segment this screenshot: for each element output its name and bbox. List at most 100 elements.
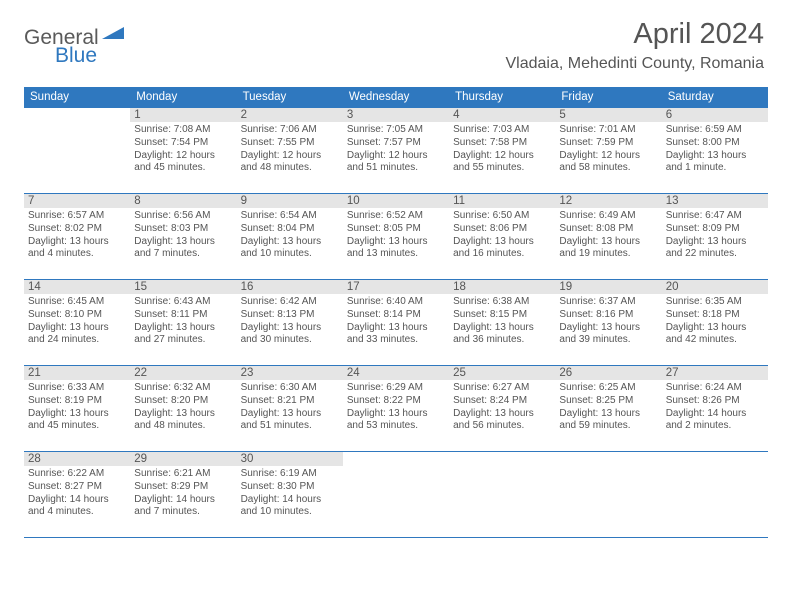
day-number: 24 — [343, 366, 449, 380]
day-number: 14 — [24, 280, 130, 294]
calendar-cell: 4 Sunrise: 7:03 AMSunset: 7:58 PMDaylight… — [449, 108, 555, 194]
weekday-header: Sunday — [24, 87, 130, 108]
day-number: 26 — [555, 366, 661, 380]
calendar-cell: 24 Sunrise: 6:29 AMSunset: 8:22 PMDayligh… — [343, 366, 449, 452]
calendar-cell: 22Sunrise: 6:32 AMSunset: 8:20 PMDayligh… — [130, 366, 236, 452]
day-details: Sunrise: 6:37 AMSunset: 8:16 PMDaylight:… — [559, 296, 657, 347]
calendar-cell — [449, 452, 555, 538]
day-number: 27 — [662, 366, 768, 380]
calendar-cell: 6 Sunrise: 6:59 AMSunset: 8:00 PMDaylight… — [662, 108, 768, 194]
calendar-cell: 16Sunrise: 6:42 AMSunset: 8:13 PMDayligh… — [237, 280, 343, 366]
calendar-row: 28 Sunrise: 6:22 AMSunset: 8:27 PMDayligh… — [24, 452, 768, 538]
calendar-cell: 30 Sunrise: 6:19 AMSunset: 8:30 PMDayligh… — [237, 452, 343, 538]
weekday-header: Saturday — [662, 87, 768, 108]
day-number: 19 — [555, 280, 661, 294]
day-details: Sunrise: 6:27 AMSunset: 8:24 PMDaylight:… — [453, 382, 551, 433]
calendar-cell: 26 Sunrise: 6:25 AMSunset: 8:25 PMDayligh… — [555, 366, 661, 452]
day-number: 17 — [343, 280, 449, 294]
calendar-cell: 17Sunrise: 6:40 AMSunset: 8:14 PMDayligh… — [343, 280, 449, 366]
calendar-cell — [662, 452, 768, 538]
day-details: Sunrise: 7:06 AMSunset: 7:55 PMDaylight:… — [241, 124, 339, 175]
day-details: Sunrise: 6:50 AMSunset: 8:06 PMDaylight:… — [453, 210, 551, 261]
day-number: 10 — [343, 194, 449, 208]
day-number: 8 — [130, 194, 236, 208]
day-details: Sunrise: 6:24 AMSunset: 8:26 PMDaylight:… — [666, 382, 764, 433]
day-details: Sunrise: 6:29 AMSunset: 8:22 PMDaylight:… — [347, 382, 445, 433]
day-details: Sunrise: 6:19 AMSunset: 8:30 PMDaylight:… — [241, 468, 339, 519]
day-number: 2 — [237, 108, 343, 122]
calendar-cell: 3 Sunrise: 7:05 AMSunset: 7:57 PMDaylight… — [343, 108, 449, 194]
day-details: Sunrise: 6:49 AMSunset: 8:08 PMDaylight:… — [559, 210, 657, 261]
day-number: 7 — [24, 194, 130, 208]
day-details: Sunrise: 6:45 AMSunset: 8:10 PMDaylight:… — [28, 296, 126, 347]
day-details: Sunrise: 7:03 AMSunset: 7:58 PMDaylight:… — [453, 124, 551, 175]
calendar-cell: 29Sunrise: 6:21 AMSunset: 8:29 PMDayligh… — [130, 452, 236, 538]
brand-triangle-icon — [102, 25, 124, 46]
day-number: 13 — [662, 194, 768, 208]
day-number: 6 — [662, 108, 768, 122]
calendar-cell: 8 Sunrise: 6:56 AMSunset: 8:03 PMDaylight… — [130, 194, 236, 280]
calendar-cell: 20Sunrise: 6:35 AMSunset: 8:18 PMDayligh… — [662, 280, 768, 366]
calendar-row: 7 Sunrise: 6:57 AMSunset: 8:02 PMDaylight… — [24, 194, 768, 280]
calendar-cell: 21 Sunrise: 6:33 AMSunset: 8:19 PMDayligh… — [24, 366, 130, 452]
calendar-cell: 13 Sunrise: 6:47 AMSunset: 8:09 PMDayligh… — [662, 194, 768, 280]
weekday-header: Friday — [555, 87, 661, 108]
calendar-row: 21 Sunrise: 6:33 AMSunset: 8:19 PMDayligh… — [24, 366, 768, 452]
page-header: General Blue April 2024 Vladaia, Mehedin… — [0, 0, 792, 79]
weekday-header: Thursday — [449, 87, 555, 108]
calendar-cell — [343, 452, 449, 538]
calendar-cell: 11 Sunrise: 6:50 AMSunset: 8:06 PMDayligh… — [449, 194, 555, 280]
calendar-cell: 19 Sunrise: 6:37 AMSunset: 8:16 PMDayligh… — [555, 280, 661, 366]
day-details: Sunrise: 6:33 AMSunset: 8:19 PMDaylight:… — [28, 382, 126, 433]
calendar-cell: 10Sunrise: 6:52 AMSunset: 8:05 PMDayligh… — [343, 194, 449, 280]
title-block: April 2024 Vladaia, Mehedinti County, Ro… — [505, 18, 764, 73]
day-number: 15 — [130, 280, 236, 294]
calendar-table: Sunday Monday Tuesday Wednesday Thursday… — [24, 87, 768, 538]
day-details: Sunrise: 6:56 AMSunset: 8:03 PMDaylight:… — [134, 210, 232, 261]
day-number: 28 — [24, 452, 130, 466]
day-details: Sunrise: 6:30 AMSunset: 8:21 PMDaylight:… — [241, 382, 339, 433]
weekday-header-row: Sunday Monday Tuesday Wednesday Thursday… — [24, 87, 768, 108]
day-number: 30 — [237, 452, 343, 466]
day-number: 18 — [449, 280, 555, 294]
calendar-row: 14 Sunrise: 6:45 AMSunset: 8:10 PMDayligh… — [24, 280, 768, 366]
calendar-cell: 5Sunrise: 7:01 AMSunset: 7:59 PMDaylight… — [555, 108, 661, 194]
day-number: 25 — [449, 366, 555, 380]
day-details: Sunrise: 7:08 AMSunset: 7:54 PMDaylight:… — [134, 124, 232, 175]
day-number: 23 — [237, 366, 343, 380]
day-details: Sunrise: 6:22 AMSunset: 8:27 PMDaylight:… — [28, 468, 126, 519]
day-details: Sunrise: 6:57 AMSunset: 8:02 PMDaylight:… — [28, 210, 126, 261]
day-details: Sunrise: 7:05 AMSunset: 7:57 PMDaylight:… — [347, 124, 445, 175]
day-details: Sunrise: 6:21 AMSunset: 8:29 PMDaylight:… — [134, 468, 232, 519]
calendar-row: 1Sunrise: 7:08 AMSunset: 7:54 PMDaylight… — [24, 108, 768, 194]
day-number: 3 — [343, 108, 449, 122]
day-number: 16 — [237, 280, 343, 294]
weekday-header: Tuesday — [237, 87, 343, 108]
day-details: Sunrise: 6:54 AMSunset: 8:04 PMDaylight:… — [241, 210, 339, 261]
day-details: Sunrise: 6:47 AMSunset: 8:09 PMDaylight:… — [666, 210, 764, 261]
calendar-cell — [555, 452, 661, 538]
calendar-cell: 14 Sunrise: 6:45 AMSunset: 8:10 PMDayligh… — [24, 280, 130, 366]
calendar-cell: 27 Sunrise: 6:24 AMSunset: 8:26 PMDayligh… — [662, 366, 768, 452]
page-title-location: Vladaia, Mehedinti County, Romania — [505, 55, 764, 73]
day-details: Sunrise: 6:25 AMSunset: 8:25 PMDaylight:… — [559, 382, 657, 433]
calendar-cell: 12 Sunrise: 6:49 AMSunset: 8:08 PMDayligh… — [555, 194, 661, 280]
day-details: Sunrise: 6:59 AMSunset: 8:00 PMDaylight:… — [666, 124, 764, 175]
calendar-cell: 9 Sunrise: 6:54 AMSunset: 8:04 PMDaylight… — [237, 194, 343, 280]
calendar-cell: 15Sunrise: 6:43 AMSunset: 8:11 PMDayligh… — [130, 280, 236, 366]
calendar-cell: 28 Sunrise: 6:22 AMSunset: 8:27 PMDayligh… — [24, 452, 130, 538]
calendar-cell: 7 Sunrise: 6:57 AMSunset: 8:02 PMDaylight… — [24, 194, 130, 280]
calendar-cell: 1Sunrise: 7:08 AMSunset: 7:54 PMDaylight… — [130, 108, 236, 194]
day-number: 9 — [237, 194, 343, 208]
day-details: Sunrise: 6:38 AMSunset: 8:15 PMDaylight:… — [453, 296, 551, 347]
calendar-cell: 2 Sunrise: 7:06 AMSunset: 7:55 PMDaylight… — [237, 108, 343, 194]
weekday-header: Wednesday — [343, 87, 449, 108]
day-number: 11 — [449, 194, 555, 208]
day-number: 4 — [449, 108, 555, 122]
day-number: 22 — [130, 366, 236, 380]
calendar-cell: 18 Sunrise: 6:38 AMSunset: 8:15 PMDayligh… — [449, 280, 555, 366]
day-number: 12 — [555, 194, 661, 208]
day-number: 21 — [24, 366, 130, 380]
weekday-header: Monday — [130, 87, 236, 108]
calendar-cell — [24, 108, 130, 194]
